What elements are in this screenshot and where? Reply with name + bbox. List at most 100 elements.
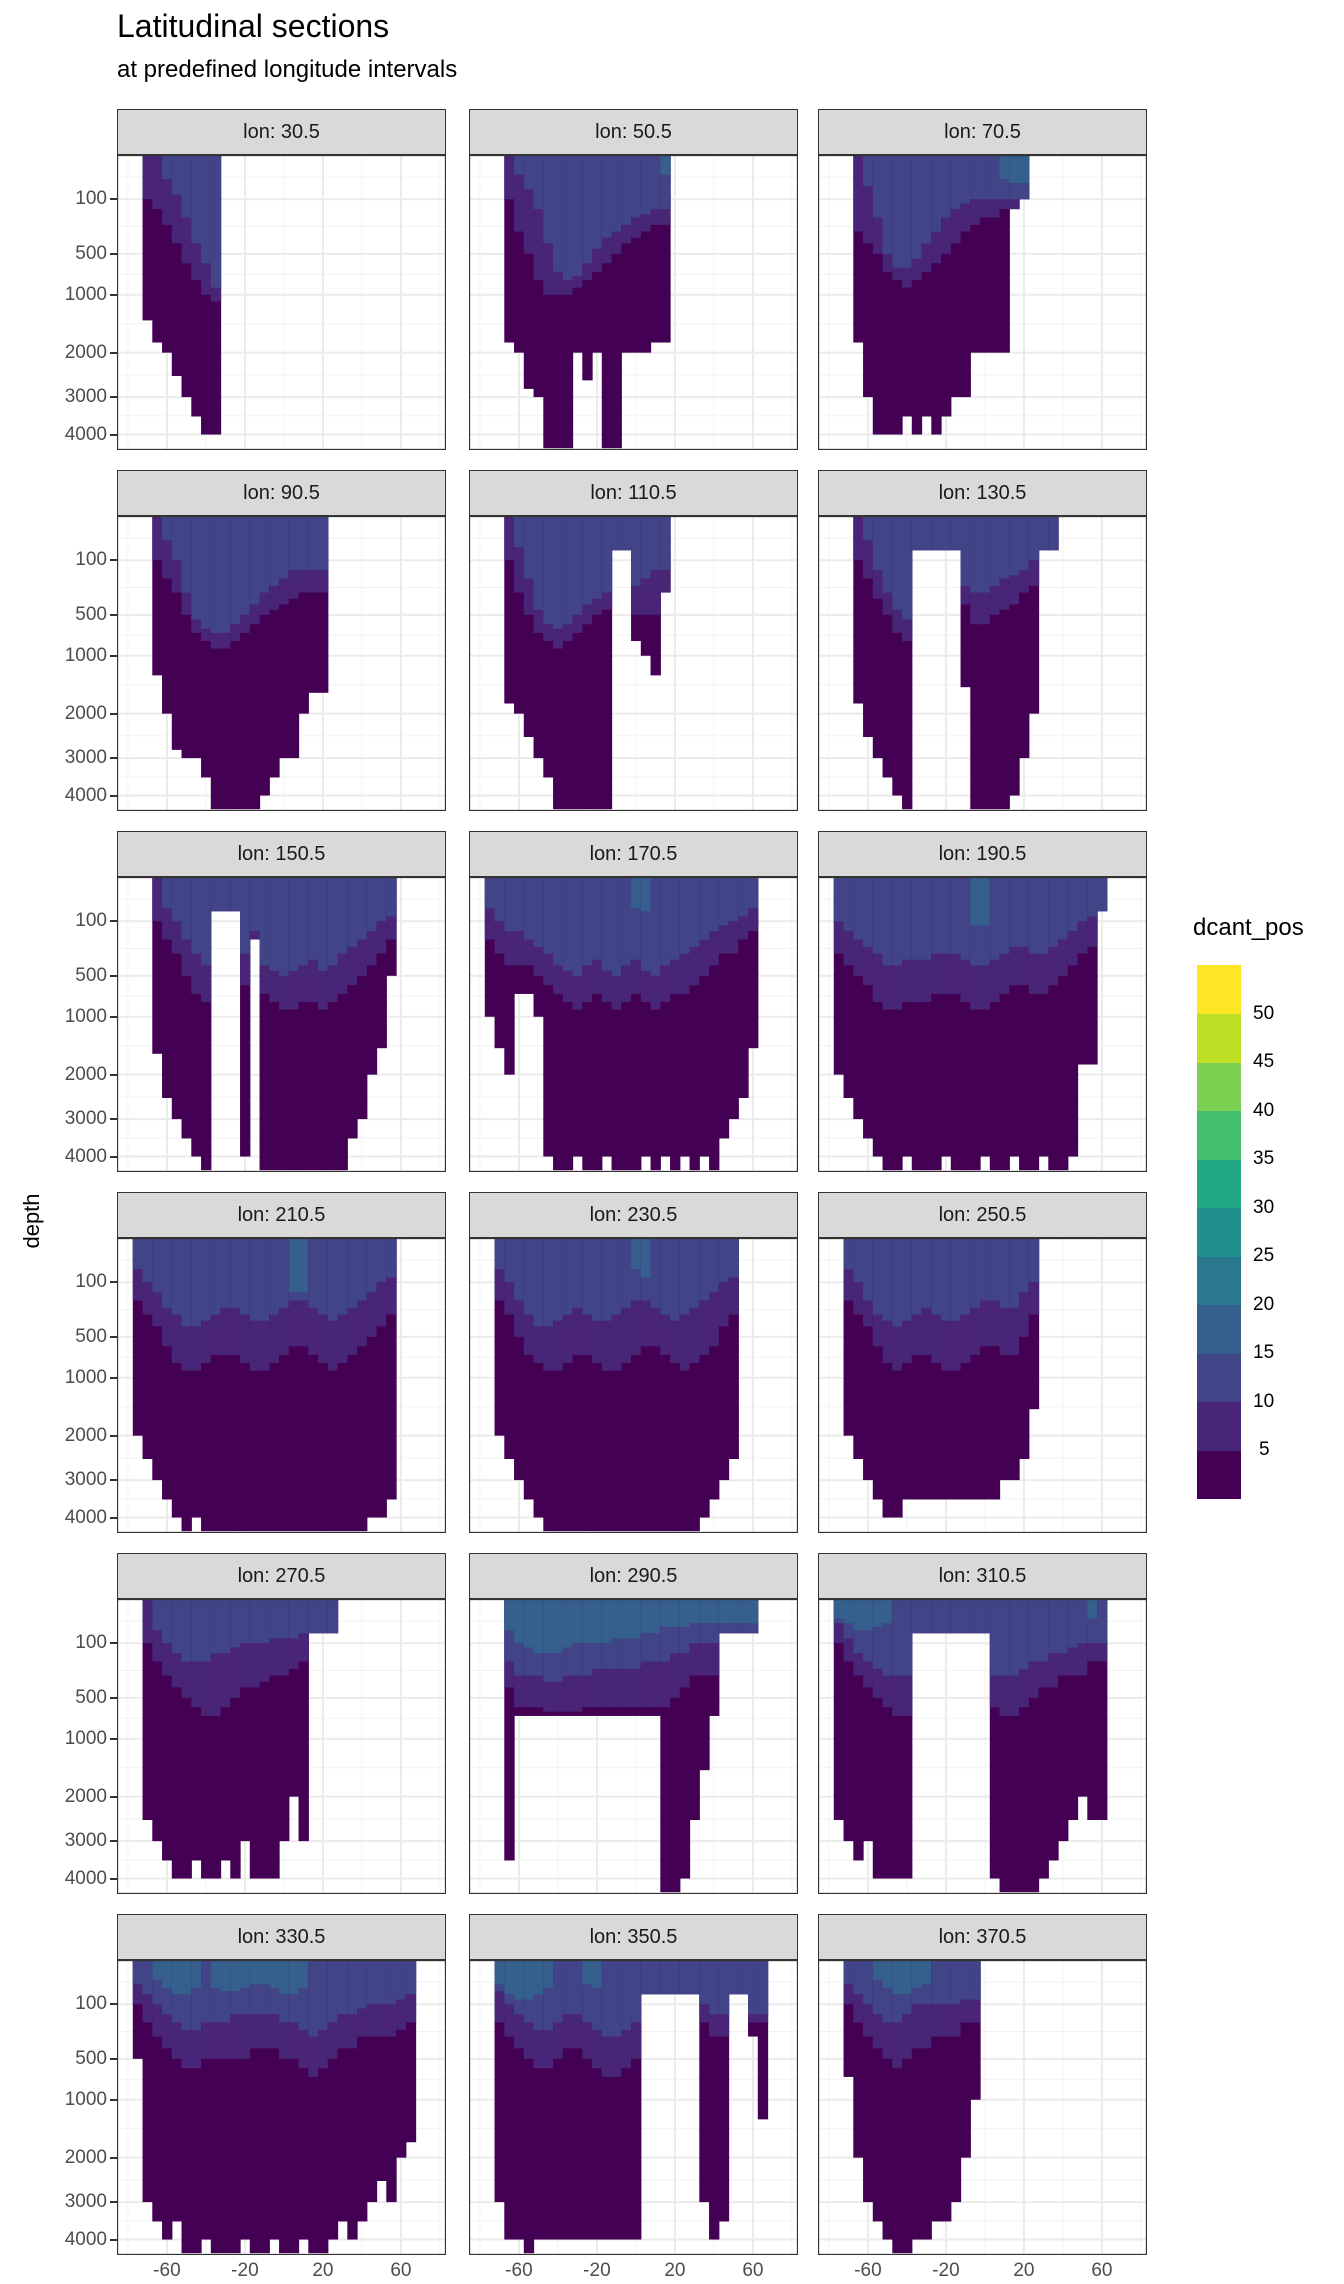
section-cell-level-2 [660,1238,671,1315]
section-cell-level-0 [514,155,525,353]
section-cell-level-2 [553,516,564,629]
section-cell-level-3 [1009,155,1020,183]
legend-color-box [1197,1013,1241,1063]
section-cell-level-2 [941,155,952,218]
section-cell-level-0 [171,877,183,1120]
section-cell-level-3 [670,1599,681,1627]
section-cell-level-2 [249,1599,261,1644]
section-cell-level-2 [1009,516,1020,576]
facet-strip-label: lon: 210.5 [117,1192,446,1238]
section-cell-level-2 [980,516,991,593]
section-cell-level-2 [950,877,962,954]
section-cell-level-0 [931,877,942,1171]
section-cell-level-0 [699,1599,710,1771]
section-cell-level-0 [220,516,231,810]
section-cell-level-0 [863,516,874,737]
section-cell-level-2 [220,1238,231,1308]
section-cell-level-0 [892,877,903,1171]
section-cell-level-2 [650,155,661,210]
section-cell-level-2 [210,516,222,633]
section-cell-level-0 [911,1960,923,2240]
section-cell-level-2 [863,1960,874,2005]
legend-label: 45 [1253,1051,1275,1072]
y-tick-mark [110,433,117,436]
section-cell-level-2 [181,516,192,593]
section-cell-level-0 [1028,877,1040,1171]
section-cell-level-2 [931,155,942,232]
legend-label: 5 [1259,1439,1270,1460]
panel-plot [117,155,446,450]
section-cell-level-3 [504,1960,515,1995]
section-cell-level-2 [1019,516,1030,571]
section-cell-level-3 [872,1599,884,1627]
section-cell-level-0 [1048,877,1059,1171]
panel-border [818,1960,1147,2255]
section-cell-level-3 [298,1238,309,1293]
x-tick-label: -20 [231,2260,259,2281]
section-cell-level-0 [318,516,329,693]
section-cell-level-0 [288,1599,300,1797]
section-cell-level-0 [738,877,749,1098]
section-cell-level-3 [582,1960,593,1985]
section-cell-level-2 [181,1599,192,1662]
y-tick-label: 4000 [64,1506,107,1528]
section-cell-level-2 [533,155,544,210]
section-cell-level-2 [279,1238,290,1308]
y-tick-label: 3000 [64,1108,107,1130]
x-tick-label: -20 [583,2260,611,2281]
section-cell-level-2 [572,1960,583,2015]
section-cell-level-0 [376,877,387,1049]
section-cell-level-2 [484,877,496,909]
legend-label: 50 [1253,1002,1275,1024]
section-cell-level-0 [523,155,535,389]
panel-border [818,155,1147,450]
section-cell-level-2 [631,877,642,960]
section-cell-level-1 [494,1960,505,2023]
panel-plot [818,877,1147,1172]
y-tick-mark [110,1795,117,1798]
facet-strip-label: lon: 290.5 [469,1553,798,1599]
section-cell-level-2 [882,516,893,593]
section-cell-level-2 [941,1599,952,1634]
panel-border [469,516,798,811]
section-cell-level-0 [514,1238,525,1481]
y-tick-mark [110,559,117,562]
section-cell-level-2 [921,1238,932,1308]
section-cell-level-2 [902,1238,913,1321]
section-cell-level-0 [863,877,874,1139]
section-cell-level-2 [592,877,603,960]
section-cell-level-0 [872,155,884,435]
section-cell-level-3 [882,1599,893,1624]
section-cell-level-0 [366,877,378,1075]
y-tick-mark [110,351,117,354]
section-cell-level-2 [181,877,192,940]
section-cell-level-2 [1038,516,1049,551]
section-cell-level-2 [621,1960,632,2030]
section-cell-level-1 [843,1238,854,1301]
y-tick-mark [110,252,117,255]
section-cell-level-2 [833,877,845,922]
section-cell-level-2 [999,1599,1010,1676]
section-cell-level-0 [230,516,241,810]
y-tick-mark [110,920,117,923]
section-cell-level-3 [181,1960,192,1995]
section-cell-level-0 [347,1960,358,2240]
section-cell-level-2 [582,155,593,264]
section-cell-level-0 [171,1599,183,1879]
section-cell-level-3 [921,1960,932,1985]
section-cell-level-0 [921,877,932,1171]
section-cell-level-0 [386,1960,397,2203]
section-cell-level-3 [872,1960,884,1980]
section-cell-level-2 [210,1238,222,1315]
y-tick-label: 4000 [64,784,107,806]
section-cell-level-2 [611,1238,622,1315]
section-cell-level-0 [960,877,971,1171]
legend-label: 40 [1253,1099,1275,1121]
section-cell-level-0 [872,1960,884,2222]
section-cell-level-2 [650,516,661,571]
panel-border [469,1599,798,1894]
section-cell-level-0 [132,1238,144,1436]
section-cell-level-0 [181,1238,192,1532]
section-cell-level-2 [863,1238,874,1301]
section-cell-level-0 [699,1238,710,1518]
